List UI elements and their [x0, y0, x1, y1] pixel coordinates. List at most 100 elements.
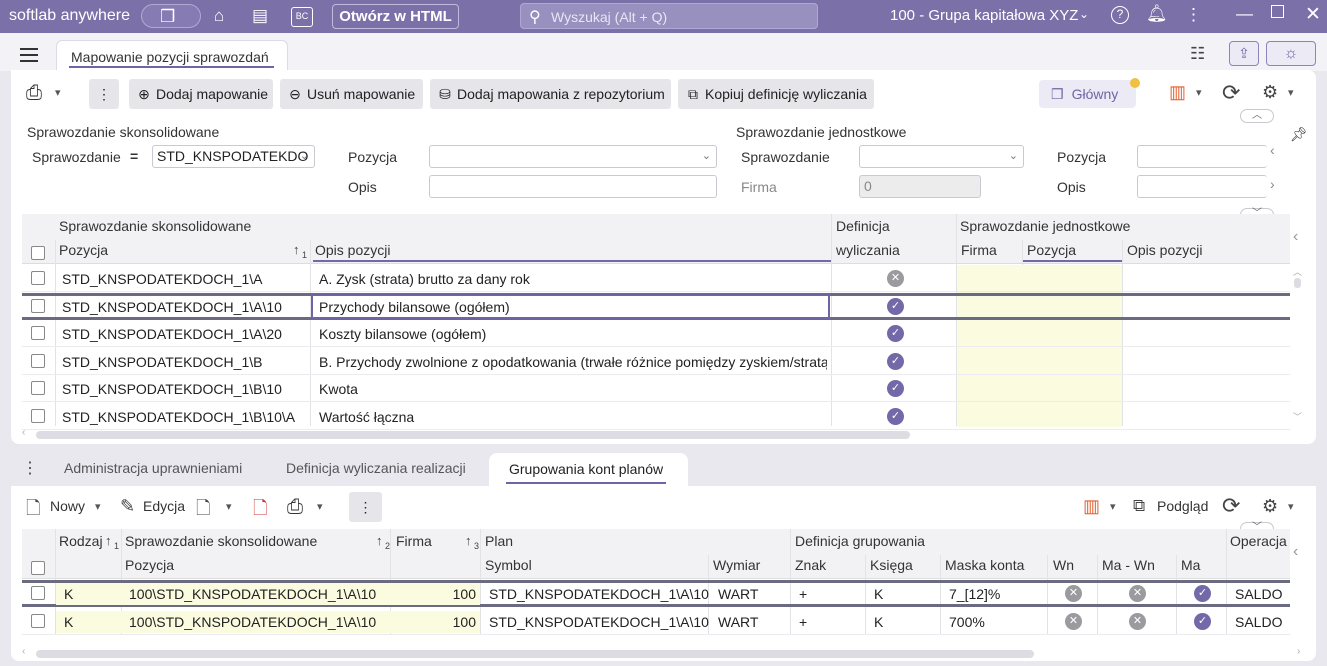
share-icon[interactable]: ⇪	[1229, 41, 1259, 66]
scroll-left-arrow-icon[interactable]: ‹	[22, 646, 26, 657]
table-row[interactable]	[22, 608, 1290, 635]
tab-definition[interactable]: Definicja wyliczania realizacji	[286, 460, 468, 490]
column-header-symbol[interactable]: Symbol	[485, 557, 532, 573]
scroll-left-arrow-icon[interactable]: ‹	[22, 427, 26, 438]
chevron-down-icon[interactable]: ▾	[1288, 87, 1294, 99]
remove-mapping-button[interactable]: ⊖ Usuń mapowanie	[280, 79, 423, 109]
cube-icon[interactable]: ❒	[141, 4, 201, 28]
new-document-icon[interactable]: 🗋︎	[26, 498, 41, 518]
column-header-dimension[interactable]: Wymiar	[713, 557, 761, 573]
bc-icon[interactable]: BC	[291, 7, 313, 27]
print-icon[interactable]: ⎙	[26, 82, 42, 104]
refresh-icon[interactable]: ⟳	[1222, 80, 1241, 105]
row-checkbox[interactable]	[31, 381, 45, 396]
table-row[interactable]	[22, 348, 1290, 375]
delete-document-icon[interactable]: 🗋︎	[253, 498, 268, 518]
report-select[interactable]: STD_KNSPODATEKDO ⌄	[152, 145, 315, 168]
column-header-ma[interactable]: Ma	[1181, 557, 1201, 573]
column-header-definition[interactable]: Definicja	[836, 218, 890, 234]
main-view-button[interactable]: ❒ Główny	[1039, 80, 1136, 108]
scroll-right-icon[interactable]: ›	[1270, 176, 1275, 192]
column-header-position[interactable]: Pozycja	[125, 557, 175, 573]
unit-description-input[interactable]	[1137, 175, 1267, 198]
row-checkbox[interactable]	[31, 298, 45, 313]
print-icon[interactable]: ⎙	[287, 496, 303, 518]
chevron-down-icon[interactable]: ▾	[1196, 87, 1202, 99]
column-header-sign[interactable]: Znak	[795, 557, 827, 573]
row-checkbox[interactable]	[31, 271, 45, 285]
column-header-company[interactable]: Firma	[396, 533, 432, 549]
tab-mapowanie[interactable]: Mapowanie pozycji sprawozdań	[56, 40, 288, 71]
row-checkbox[interactable]	[31, 586, 45, 600]
cell-editor[interactable]	[311, 293, 830, 319]
tab-administration[interactable]: Administracja uprawnieniami	[64, 460, 244, 490]
column-header-unit-position[interactable]: Pozycja	[1027, 242, 1077, 258]
chevron-down-icon[interactable]: ⌄	[1079, 7, 1090, 21]
newspaper-icon[interactable]: ▤	[251, 6, 269, 25]
add-from-repository-button[interactable]: ⛁ Dodaj mapowania z repozytorium	[430, 79, 671, 109]
preview-button[interactable]: Podgląd	[1157, 498, 1209, 514]
more-vertical-icon[interactable]: ⋮	[1185, 5, 1202, 24]
list-view-icon[interactable]: ☷	[1190, 44, 1206, 63]
chart-icon[interactable]: ▥	[1169, 82, 1187, 102]
scroll-left-icon[interactable]: ‹	[1270, 142, 1275, 158]
vertical-scrollbar[interactable]	[1294, 278, 1301, 288]
chevron-down-icon[interactable]: ▾	[55, 87, 61, 99]
sort-asc-icon[interactable]: ↑	[293, 242, 300, 257]
preview-icon[interactable]: ⧉	[1133, 496, 1146, 515]
column-header-ma-wn[interactable]: Ma - Wn	[1102, 557, 1155, 573]
select-all-checkbox[interactable]	[31, 561, 45, 575]
table-row[interactable]	[22, 375, 1290, 403]
chart-icon[interactable]: ▥	[1083, 496, 1101, 516]
row-checkbox[interactable]	[31, 409, 45, 423]
company-selector[interactable]: 100 - Grupa kapitałowa XYZ	[890, 7, 1079, 24]
maximize-icon[interactable]	[1271, 5, 1284, 18]
column-header-type[interactable]: Rodzaj	[59, 533, 103, 549]
scroll-left-icon[interactable]: ‹	[1293, 543, 1299, 560]
horizontal-scrollbar[interactable]	[36, 431, 910, 439]
scroll-down-arrow-icon[interactable]: ﹀	[1293, 412, 1303, 422]
column-header-account-mask[interactable]: Maska konta	[945, 557, 1025, 573]
position-select[interactable]: ⌄	[429, 145, 717, 168]
chevron-down-icon[interactable]: ▾	[226, 501, 232, 513]
row-checkbox[interactable]	[31, 614, 45, 628]
sort-asc-icon[interactable]: ↑	[465, 533, 472, 548]
menu-icon[interactable]	[20, 48, 38, 62]
table-row[interactable]	[22, 265, 1290, 292]
column-header-unit-description[interactable]: Opis pozycji	[1127, 242, 1203, 258]
table-row[interactable]	[22, 403, 1290, 430]
close-icon[interactable]: ✕	[1305, 4, 1321, 25]
sort-asc-icon[interactable]: ↑	[376, 533, 383, 548]
row-checkbox[interactable]	[31, 326, 45, 341]
column-header-company[interactable]: Firma	[961, 242, 997, 258]
tab-account-grouping[interactable]: Grupowania kont planów	[489, 453, 688, 487]
theme-sun-icon[interactable]: ☼	[1266, 41, 1316, 66]
unit-position-input[interactable]	[1137, 145, 1267, 168]
column-header-operation[interactable]: Operacja	[1230, 533, 1287, 549]
unit-report-select[interactable]: ⌄	[859, 145, 1024, 168]
sort-asc-icon[interactable]: ↑	[105, 533, 112, 548]
scroll-left-icon[interactable]: ‹	[1293, 228, 1299, 245]
pin-icon[interactable]: 📌︎	[1290, 126, 1308, 142]
scroll-up-arrow-icon[interactable]: ︿	[1293, 267, 1303, 277]
select-all-checkbox[interactable]	[31, 246, 45, 260]
edit-icon[interactable]: ✎	[120, 496, 136, 516]
horizontal-scrollbar[interactable]	[36, 650, 1034, 658]
refresh-icon[interactable]: ⟳	[1222, 493, 1241, 518]
column-header-wn[interactable]: Wn	[1053, 557, 1074, 573]
bell-icon[interactable]: 🔔︎	[1146, 4, 1168, 23]
home-icon[interactable]: ⌂	[213, 6, 225, 25]
copy-definition-button[interactable]: ⧉ Kopiuj definicję wyliczania	[678, 79, 874, 109]
more-button[interactable]: ⋮	[349, 492, 382, 522]
chevron-down-icon[interactable]: ▾	[1288, 501, 1294, 513]
open-html-button[interactable]: Otwórz w HTML	[332, 4, 459, 29]
document-info-icon[interactable]: 🗋︎	[196, 498, 211, 518]
equals-operator[interactable]: =	[130, 148, 139, 164]
row-checkbox[interactable]	[31, 353, 45, 368]
description-input[interactable]	[429, 175, 717, 198]
collapse-up-icon[interactable]: ︿	[1240, 109, 1274, 123]
scroll-right-arrow-icon[interactable]: ›	[1297, 646, 1301, 657]
settings-icon[interactable]: ⚙	[1262, 496, 1279, 516]
more-button[interactable]: ⋮	[89, 79, 119, 109]
add-mapping-button[interactable]: ⊕ Dodaj mapowanie	[129, 79, 273, 109]
